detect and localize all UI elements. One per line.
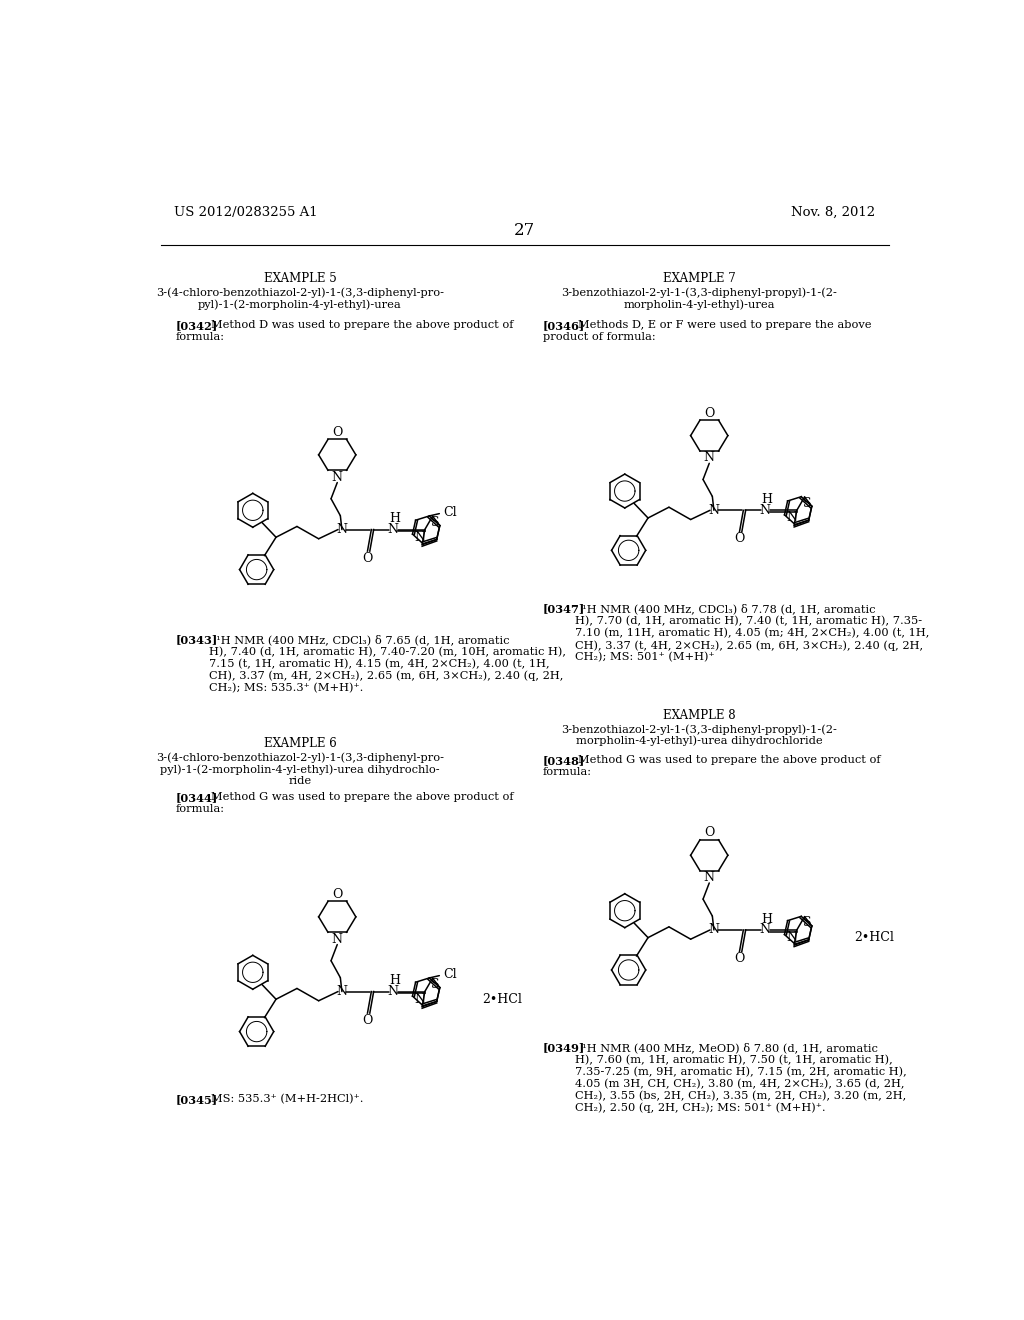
Text: pyl)-1-(2-morpholin-4-yl-ethyl)-urea: pyl)-1-(2-morpholin-4-yl-ethyl)-urea (199, 300, 402, 310)
Text: 27: 27 (514, 222, 536, 239)
Text: [0342]: [0342] (176, 321, 218, 331)
Text: N: N (786, 931, 798, 944)
Text: N: N (760, 504, 770, 517)
Text: 2•HCl: 2•HCl (854, 931, 894, 944)
Text: S: S (431, 516, 439, 529)
Text: product of formula:: product of formula: (543, 331, 655, 342)
Text: ride: ride (289, 776, 311, 785)
Text: 3-(4-chloro-benzothiazol-2-yl)-1-(3,3-diphenyl-pro-: 3-(4-chloro-benzothiazol-2-yl)-1-(3,3-di… (156, 752, 444, 763)
Text: N: N (709, 504, 720, 517)
Text: formula:: formula: (176, 331, 225, 342)
Text: Methods D, E or F were used to prepare the above: Methods D, E or F were used to prepare t… (578, 321, 871, 330)
Text: Method G was used to prepare the above product of: Method G was used to prepare the above p… (211, 792, 514, 803)
Text: 2•HCl: 2•HCl (482, 993, 522, 1006)
Text: MS: 535.3⁺ (M+H-2HCl)⁺.: MS: 535.3⁺ (M+H-2HCl)⁺. (211, 1094, 364, 1105)
Text: pyl)-1-(2-morpholin-4-yl-ethyl)-urea dihydrochlo-: pyl)-1-(2-morpholin-4-yl-ethyl)-urea dih… (160, 764, 440, 775)
Text: O: O (332, 426, 342, 440)
Text: [0343]: [0343] (176, 635, 218, 645)
Text: H: H (389, 974, 400, 987)
Text: ¹H NMR (400 MHz, CDCl₃) δ 7.78 (d, 1H, aromatic
H), 7.70 (d, 1H, aromatic H), 7.: ¹H NMR (400 MHz, CDCl₃) δ 7.78 (d, 1H, a… (575, 603, 930, 663)
Text: N: N (337, 985, 347, 998)
Text: N: N (332, 933, 343, 945)
Text: N: N (387, 985, 398, 998)
Text: Method D was used to prepare the above product of: Method D was used to prepare the above p… (211, 321, 513, 330)
Text: EXAMPLE 8: EXAMPLE 8 (663, 709, 735, 722)
Text: Cl: Cl (443, 968, 457, 981)
Text: 3-benzothiazol-2-yl-1-(3,3-diphenyl-propyl)-1-(2-: 3-benzothiazol-2-yl-1-(3,3-diphenyl-prop… (561, 288, 837, 298)
Text: O: O (734, 532, 744, 545)
Text: [0344]: [0344] (176, 792, 218, 803)
Text: EXAMPLE 6: EXAMPLE 6 (263, 738, 337, 751)
Text: O: O (705, 407, 715, 420)
Text: N: N (337, 523, 347, 536)
Text: Cl: Cl (443, 506, 457, 519)
Text: N: N (332, 471, 343, 483)
Text: N: N (703, 871, 715, 884)
Text: [0349]: [0349] (543, 1043, 585, 1053)
Text: [0348]: [0348] (543, 755, 585, 766)
Text: ¹H NMR (400 MHz, MeOD) δ 7.80 (d, 1H, aromatic
H), 7.60 (m, 1H, aromatic H), 7.5: ¹H NMR (400 MHz, MeOD) δ 7.80 (d, 1H, ar… (575, 1043, 907, 1114)
Text: O: O (362, 1014, 373, 1027)
Text: N: N (415, 993, 425, 1006)
Text: morpholin-4-yl-ethyl)-urea dihydrochloride: morpholin-4-yl-ethyl)-urea dihydrochlori… (575, 737, 822, 747)
Text: formula:: formula: (543, 767, 592, 776)
Text: O: O (734, 952, 744, 965)
Text: ¹H NMR (400 MHz, CDCl₃) δ 7.65 (d, 1H, aromatic
H), 7.40 (d, 1H, aromatic H), 7.: ¹H NMR (400 MHz, CDCl₃) δ 7.65 (d, 1H, a… (209, 635, 565, 693)
Text: S: S (803, 496, 811, 510)
Text: N: N (703, 451, 715, 465)
Text: N: N (387, 523, 398, 536)
Text: N: N (709, 924, 720, 936)
Text: Method G was used to prepare the above product of: Method G was used to prepare the above p… (578, 755, 880, 766)
Text: N: N (760, 924, 770, 936)
Text: O: O (705, 826, 715, 840)
Text: EXAMPLE 7: EXAMPLE 7 (663, 272, 735, 285)
Text: S: S (431, 978, 439, 991)
Text: formula:: formula: (176, 804, 225, 813)
Text: [0347]: [0347] (543, 603, 585, 615)
Text: O: O (362, 552, 373, 565)
Text: N: N (415, 531, 425, 544)
Text: [0345]: [0345] (176, 1094, 218, 1105)
Text: EXAMPLE 5: EXAMPLE 5 (263, 272, 337, 285)
Text: H: H (761, 492, 772, 506)
Text: H: H (761, 912, 772, 925)
Text: US 2012/0283255 A1: US 2012/0283255 A1 (174, 206, 318, 219)
Text: 3-benzothiazol-2-yl-1-(3,3-diphenyl-propyl)-1-(2-: 3-benzothiazol-2-yl-1-(3,3-diphenyl-prop… (561, 725, 837, 735)
Text: morpholin-4-yl-ethyl)-urea: morpholin-4-yl-ethyl)-urea (624, 300, 775, 310)
Text: Nov. 8, 2012: Nov. 8, 2012 (791, 206, 876, 219)
Text: [0346]: [0346] (543, 321, 585, 331)
Text: O: O (332, 888, 342, 902)
Text: S: S (803, 916, 811, 929)
Text: H: H (389, 512, 400, 525)
Text: 3-(4-chloro-benzothiazol-2-yl)-1-(3,3-diphenyl-pro-: 3-(4-chloro-benzothiazol-2-yl)-1-(3,3-di… (156, 288, 444, 298)
Text: N: N (786, 511, 798, 524)
